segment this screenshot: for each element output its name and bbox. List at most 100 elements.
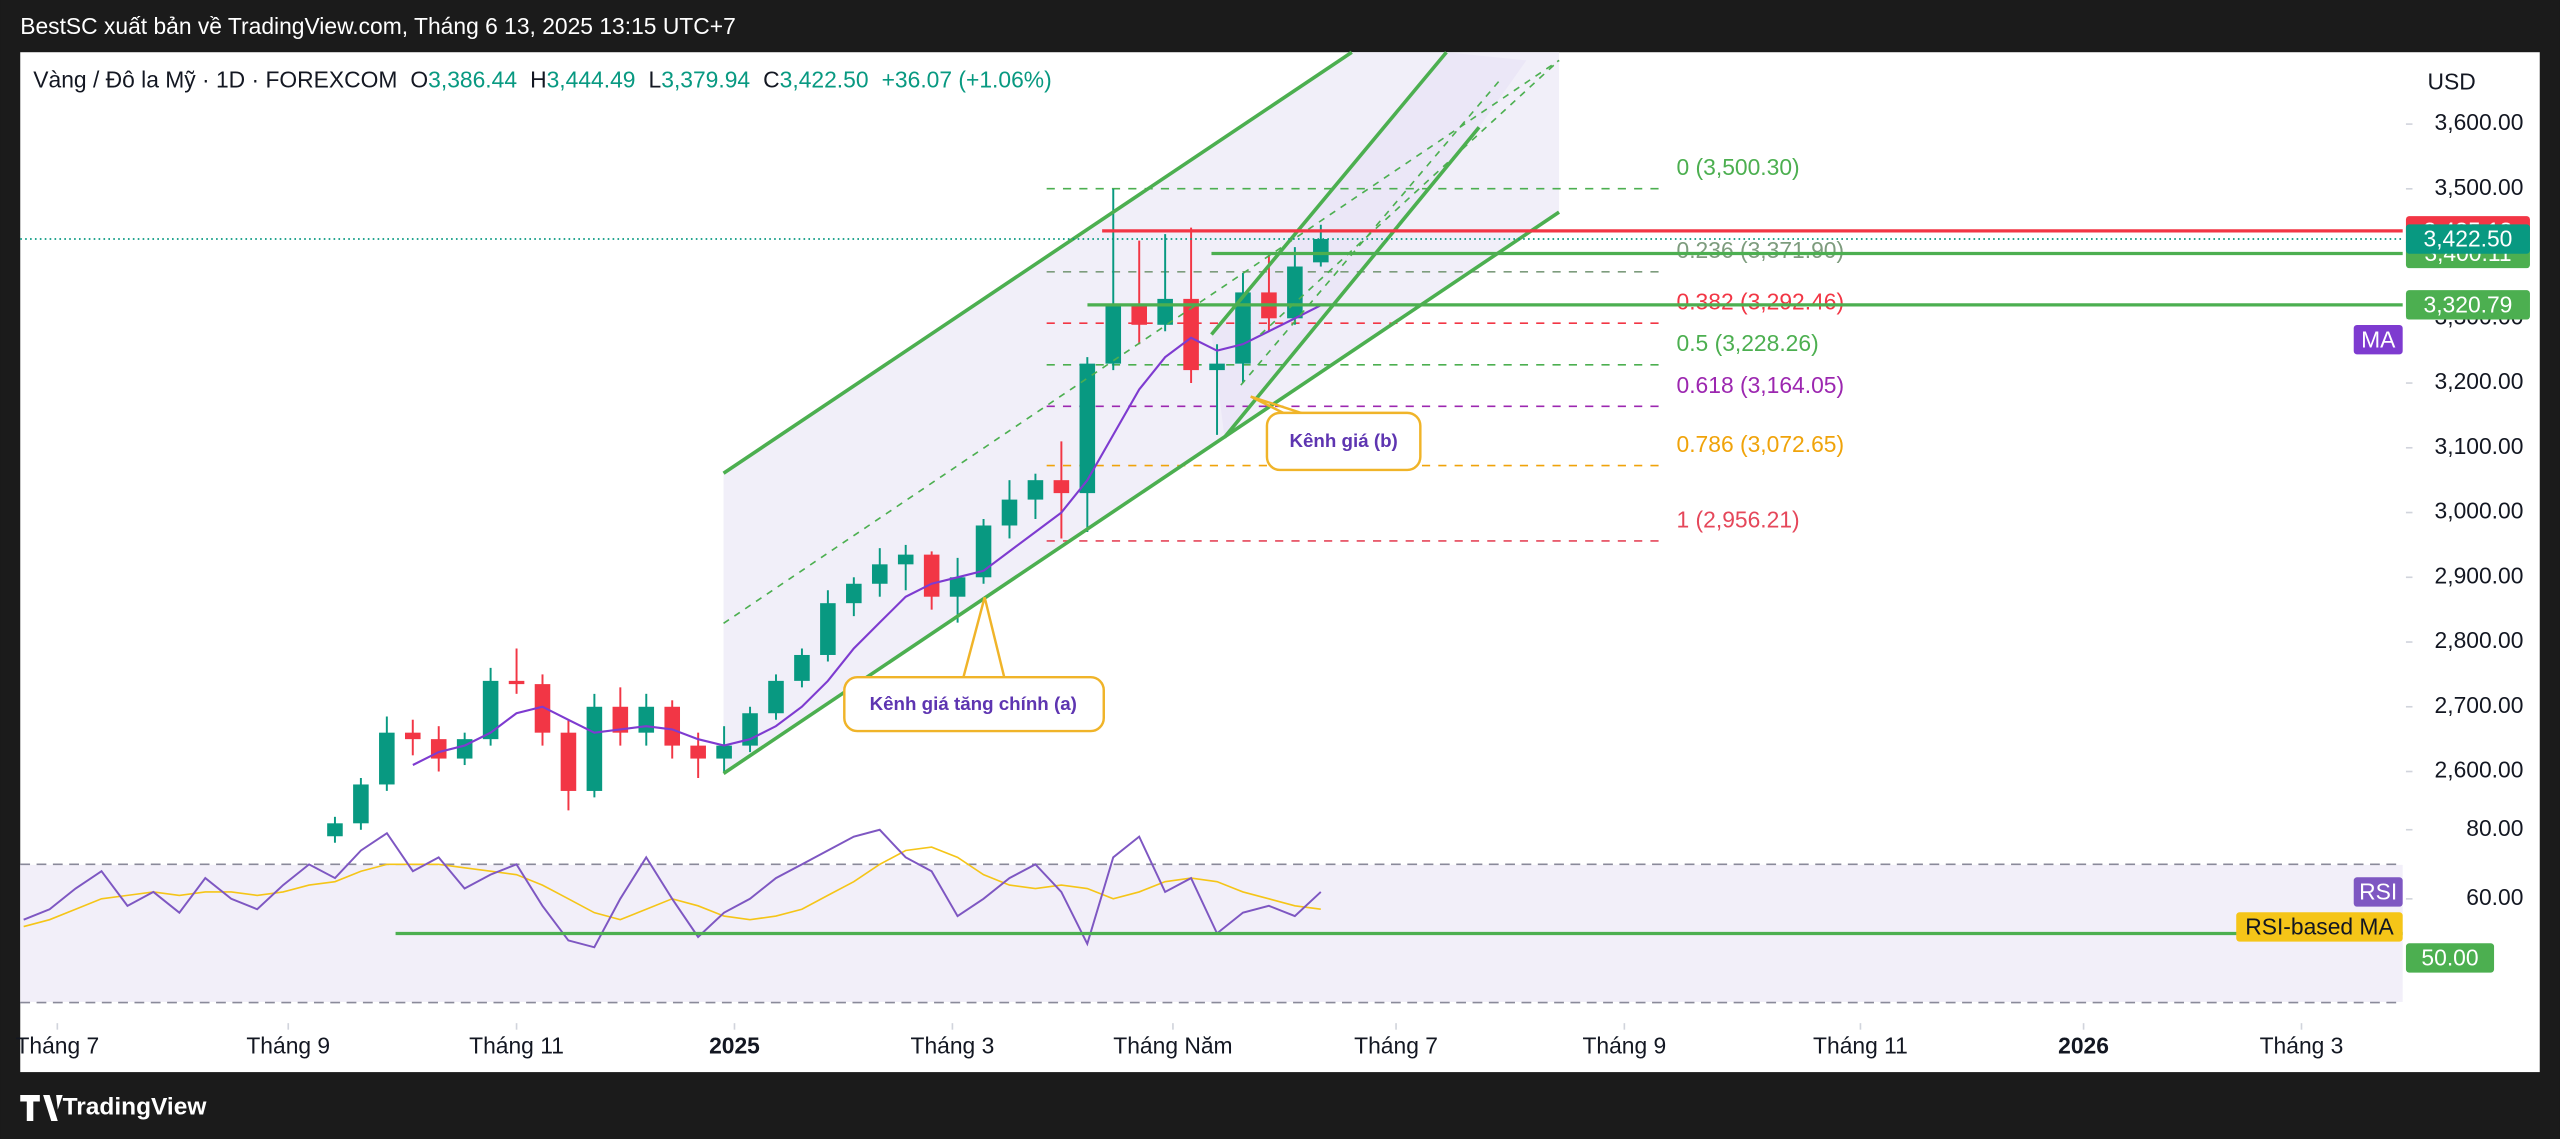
candle-body xyxy=(690,745,706,759)
over-layer: 0 (3,500.30) 0.236 (3,371.90) 0.382 (3,292… xyxy=(20,154,2530,973)
ohlc-value: 3,444.49 xyxy=(547,67,636,93)
y-tick-label: 3,100.00 xyxy=(2435,433,2524,459)
x-tick-label: Tháng 9 xyxy=(1582,1033,1666,1059)
fib-label: 0.382 (3,292.46) xyxy=(1677,289,1845,315)
fib-label: 1 (2,956.21) xyxy=(1677,506,1800,532)
rsi-ma-label: RSI-based MA xyxy=(2245,914,2394,940)
ohlc-key: H xyxy=(530,67,547,93)
candle-body xyxy=(508,680,525,685)
price-label: 3,320.79 xyxy=(2424,292,2513,318)
candle-body xyxy=(820,603,836,655)
fib-label: 0.5 (3,228.26) xyxy=(1677,330,1819,356)
candle-body xyxy=(560,732,577,791)
candle-body xyxy=(794,654,810,681)
symbol: Vàng / Đô la Mỹ · 1D · FOREXCOM xyxy=(33,67,397,93)
annotation-b xyxy=(1250,395,1422,472)
x-tick-label: Tháng 11 xyxy=(1813,1033,1908,1059)
price-label: 3,422.50 xyxy=(2424,226,2513,252)
y-tick-label: 2,900.00 xyxy=(2435,562,2524,588)
candle-body xyxy=(1131,305,1147,325)
annotation-text: Kênh giá tăng chính (a) xyxy=(870,693,1077,714)
price-label-box xyxy=(2405,224,2530,254)
ma-line xyxy=(412,304,1322,766)
fib-label: 0 (3,500.30) xyxy=(1677,154,1800,180)
candle-body xyxy=(846,583,862,604)
candle-body xyxy=(482,680,499,740)
x-tick-label: Tháng 7 xyxy=(15,1033,99,1059)
x-tick-label: Tháng 7 xyxy=(1354,1033,1438,1059)
ohlc-value: 3,379.94 xyxy=(661,67,750,93)
y-tick-label: 2,800.00 xyxy=(2435,627,2524,653)
candle-body xyxy=(975,525,992,578)
ma-label-box xyxy=(2353,324,2403,355)
ohlc-key: O xyxy=(410,67,428,93)
candle-body xyxy=(353,784,369,824)
y-tick-label: 2,600.00 xyxy=(2435,757,2524,783)
candle-body xyxy=(923,554,940,597)
annotation-a xyxy=(843,596,1105,733)
candle-body xyxy=(638,706,655,733)
candle-body xyxy=(1053,480,1070,494)
x-tick-label: Tháng 9 xyxy=(246,1033,330,1059)
x-tick-label: Tháng 3 xyxy=(2260,1033,2344,1059)
x-tick-label: Tháng 3 xyxy=(911,1033,995,1059)
rsi-level-label-box xyxy=(2405,943,2495,973)
candle-body xyxy=(404,732,421,740)
y-tick-label: 3,000.00 xyxy=(2435,498,2524,524)
fib-label: 0.618 (3,164.05) xyxy=(1677,372,1845,398)
candle-body xyxy=(586,706,603,791)
candle-body xyxy=(612,706,629,733)
y-tick-label: 3,500.00 xyxy=(2435,174,2524,200)
fib-label: 0.786 (3,072.65) xyxy=(1677,431,1845,457)
ohlc-key: C xyxy=(763,67,780,93)
candle-body xyxy=(1313,239,1329,263)
fib-label: 0.236 (3,371.90) xyxy=(1677,237,1845,263)
candle-body xyxy=(716,745,732,759)
publisher: BestSC xuất bản về TradingView.com, Thán… xyxy=(20,13,736,39)
candle-body xyxy=(1209,363,1225,371)
candle-body xyxy=(768,680,784,714)
price-label-box xyxy=(2405,290,2530,320)
candle-body xyxy=(1001,499,1018,526)
candle-body xyxy=(1079,363,1096,494)
channel-b-area xyxy=(1211,52,1527,438)
candle-body xyxy=(379,732,395,785)
x-tick-label: Tháng 11 xyxy=(469,1033,564,1059)
ma-label: MA xyxy=(2361,326,2396,352)
change: +36.07 (+1.06%) xyxy=(882,67,1052,93)
ohlc-legend: Vàng / Đô la Mỹ · 1D · FOREXCOM O3,386.44… xyxy=(33,67,1051,93)
rsi-tick-label: 80.00 xyxy=(2466,815,2523,841)
ohlc-key: L xyxy=(649,67,662,93)
candle-body xyxy=(534,684,551,733)
y-tick-label: 2,700.00 xyxy=(2435,692,2524,718)
ohlc-value: 3,422.50 xyxy=(780,67,869,93)
rsi-tick-label: 60.00 xyxy=(2466,884,2523,910)
rsi-label: RSI xyxy=(2359,879,2397,905)
rsi-ma-label-box xyxy=(2236,912,2403,942)
ohlc-value: 3,386.44 xyxy=(428,67,517,93)
brand-logo xyxy=(20,1094,63,1122)
candle-body xyxy=(1027,480,1044,500)
rsi-level-label: 50.00 xyxy=(2421,945,2478,971)
candle-body xyxy=(1157,298,1173,325)
candle-body xyxy=(664,706,681,746)
candle-body xyxy=(871,564,888,584)
rsi-line xyxy=(23,828,1322,949)
candle-body xyxy=(327,823,343,837)
candle-body xyxy=(949,577,966,597)
candle-body xyxy=(1183,298,1199,371)
candle-body xyxy=(1287,266,1303,319)
x-tick-label: 2026 xyxy=(2058,1033,2109,1059)
brand: TradingView xyxy=(63,1093,208,1120)
y-tick-label: 3,200.00 xyxy=(2435,368,2524,394)
candle-body xyxy=(1105,305,1122,364)
y-tick-label: 3,600.00 xyxy=(2435,109,2524,135)
candle-body xyxy=(897,554,914,565)
rsi-label-box xyxy=(2353,877,2403,907)
x-tick-label: Tháng Năm xyxy=(1113,1033,1232,1059)
marks-layer xyxy=(23,188,1329,949)
currency: USD xyxy=(2428,68,2476,94)
annotation-text: Kênh giá (b) xyxy=(1289,430,1397,451)
x-tick-label: 2025 xyxy=(709,1033,760,1059)
